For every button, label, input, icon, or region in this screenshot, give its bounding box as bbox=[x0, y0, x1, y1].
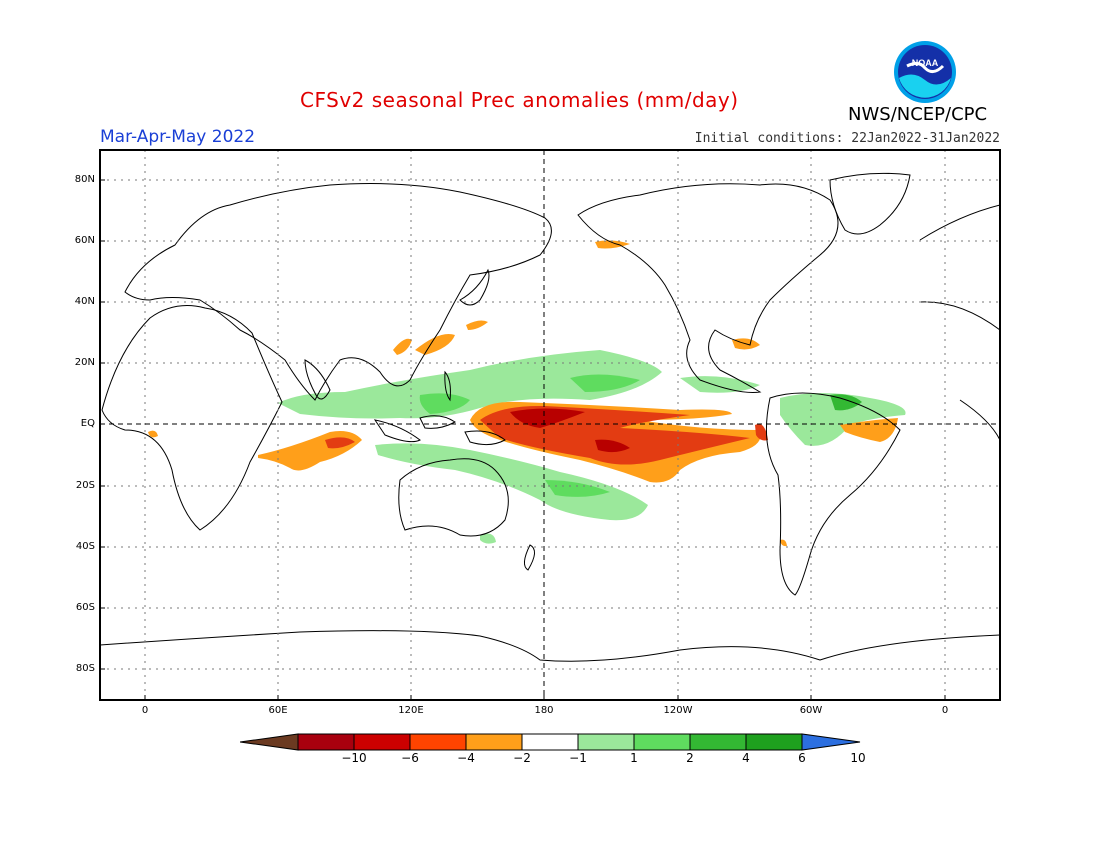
colorbar bbox=[240, 733, 861, 751]
dry-region-patagonia bbox=[780, 539, 787, 547]
wet-region-w-pacific bbox=[278, 350, 662, 419]
dry-region-c-pacific-core bbox=[595, 439, 630, 453]
graticule bbox=[100, 150, 1000, 700]
dry-region-nw-pacific-3 bbox=[466, 320, 488, 330]
lon-label: 120W bbox=[663, 705, 693, 716]
lat-label: 60S bbox=[75, 602, 95, 613]
colorbar-label: 6 bbox=[798, 751, 806, 765]
colorbar-swatch bbox=[689, 733, 747, 751]
lat-label: 80N bbox=[74, 174, 95, 185]
coastline-europe-right bbox=[919, 204, 1000, 241]
lon-label: 0 bbox=[941, 705, 949, 716]
logo-text: NOAA bbox=[912, 58, 939, 68]
colorbar-label: −2 bbox=[513, 751, 531, 765]
dry-region-w-africa bbox=[148, 430, 158, 438]
coastline-australia bbox=[398, 458, 509, 537]
agency-label: NWS/NCEP/CPC bbox=[848, 104, 988, 125]
axis-ticks bbox=[100, 179, 946, 700]
reference-lines bbox=[100, 150, 1000, 700]
colorbar-swatch bbox=[745, 733, 803, 751]
lon-label: 60E bbox=[268, 705, 288, 716]
colorbar-swatch bbox=[801, 733, 861, 751]
colorbar-swatch bbox=[521, 733, 579, 751]
coastline-india bbox=[304, 359, 331, 400]
coastline-japan bbox=[459, 268, 490, 306]
coastline-new-zealand bbox=[524, 544, 535, 571]
noaa-logo-icon: NOAA bbox=[894, 41, 956, 103]
coastline-new-guinea bbox=[464, 430, 506, 446]
map-frame bbox=[99, 149, 1001, 701]
coastlines bbox=[100, 172, 1000, 662]
anomaly-fields bbox=[148, 240, 906, 547]
coastline-africa-right-2 bbox=[959, 399, 1000, 441]
initial-conditions-label: Initial conditions: 22Jan2022-31Jan2022 bbox=[694, 131, 1000, 146]
coastline-north-america bbox=[577, 183, 839, 393]
coastline-africa bbox=[101, 305, 283, 531]
coastline-south-america bbox=[765, 392, 901, 596]
lon-label: 120E bbox=[398, 705, 424, 716]
colorbar-label: −10 bbox=[341, 751, 367, 765]
lat-label: 40N bbox=[74, 296, 95, 307]
dry-region-peru bbox=[755, 424, 768, 441]
lon-label: 60W bbox=[799, 705, 823, 716]
colorbar-label: 4 bbox=[742, 751, 750, 765]
colorbar-label: −6 bbox=[401, 751, 419, 765]
colorbar-swatch bbox=[297, 733, 355, 751]
colorbar-swatch bbox=[633, 733, 691, 751]
chart-title: CFSv2 seasonal Prec anomalies (mm/day) bbox=[300, 88, 739, 112]
wet-region-s-pacific-mid bbox=[545, 480, 610, 497]
dry-region-indian-ocean-mid bbox=[325, 437, 355, 449]
wet-region-australia-se bbox=[480, 533, 496, 544]
wet-region-w-pacific-strong bbox=[419, 393, 470, 414]
colorbar-swatch bbox=[353, 733, 411, 751]
colorbar-swatch bbox=[409, 733, 467, 751]
dry-region-alaska bbox=[595, 240, 630, 249]
colorbar-swatch bbox=[577, 733, 635, 751]
colorbar-label: 10 bbox=[850, 751, 866, 765]
coastline-eurasia bbox=[124, 183, 552, 401]
coastline-greenland bbox=[829, 172, 911, 235]
wet-region-amazon bbox=[780, 393, 906, 446]
season-label: Mar-Apr-May 2022 bbox=[100, 127, 256, 147]
lon-label: 0 bbox=[141, 705, 149, 716]
lat-label: EQ bbox=[80, 418, 95, 429]
lat-label: 80S bbox=[75, 663, 95, 674]
dry-region-nw-pacific-1 bbox=[393, 338, 412, 355]
colorbar-swatch bbox=[465, 733, 523, 751]
coastline-philippines bbox=[444, 370, 451, 402]
wet-region-amazon-strong bbox=[830, 394, 862, 411]
wet-region-s-pacific bbox=[375, 443, 648, 521]
coastline-antarctica bbox=[100, 630, 1000, 662]
wet-region-n-tropics bbox=[570, 374, 640, 392]
lat-label: 40S bbox=[75, 541, 95, 552]
colorbar-label: 2 bbox=[686, 751, 694, 765]
colorbar-label: −4 bbox=[457, 751, 475, 765]
coastline-indonesia-2 bbox=[419, 415, 456, 429]
colorbar-label: 1 bbox=[630, 751, 638, 765]
colorbar-swatch bbox=[240, 733, 299, 751]
dry-region-c-pacific-strong bbox=[510, 408, 585, 428]
dry-region-nw-pacific-2 bbox=[415, 334, 455, 355]
lat-label: 20S bbox=[75, 480, 95, 491]
lat-label: 60N bbox=[74, 235, 95, 246]
colorbar-label: −1 bbox=[569, 751, 587, 765]
lat-label: 20N bbox=[74, 357, 95, 368]
lon-label: 180 bbox=[534, 705, 554, 716]
